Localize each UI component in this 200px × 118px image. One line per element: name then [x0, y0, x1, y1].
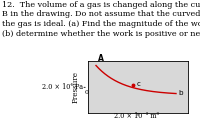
Text: A: A	[98, 54, 104, 63]
Text: 2.0 × 10⁻³ m³: 2.0 × 10⁻³ m³	[114, 112, 160, 118]
Text: Pressure: Pressure	[72, 71, 80, 103]
Text: b: b	[178, 90, 183, 96]
Text: c: c	[137, 81, 141, 87]
Text: 0: 0	[84, 90, 88, 95]
Text: 2.0 × 10⁴ Pa: 2.0 × 10⁴ Pa	[42, 83, 83, 91]
Text: 12.  The volume of a gas is changed along the curved line between A and
B in the: 12. The volume of a gas is changed along…	[2, 1, 200, 38]
